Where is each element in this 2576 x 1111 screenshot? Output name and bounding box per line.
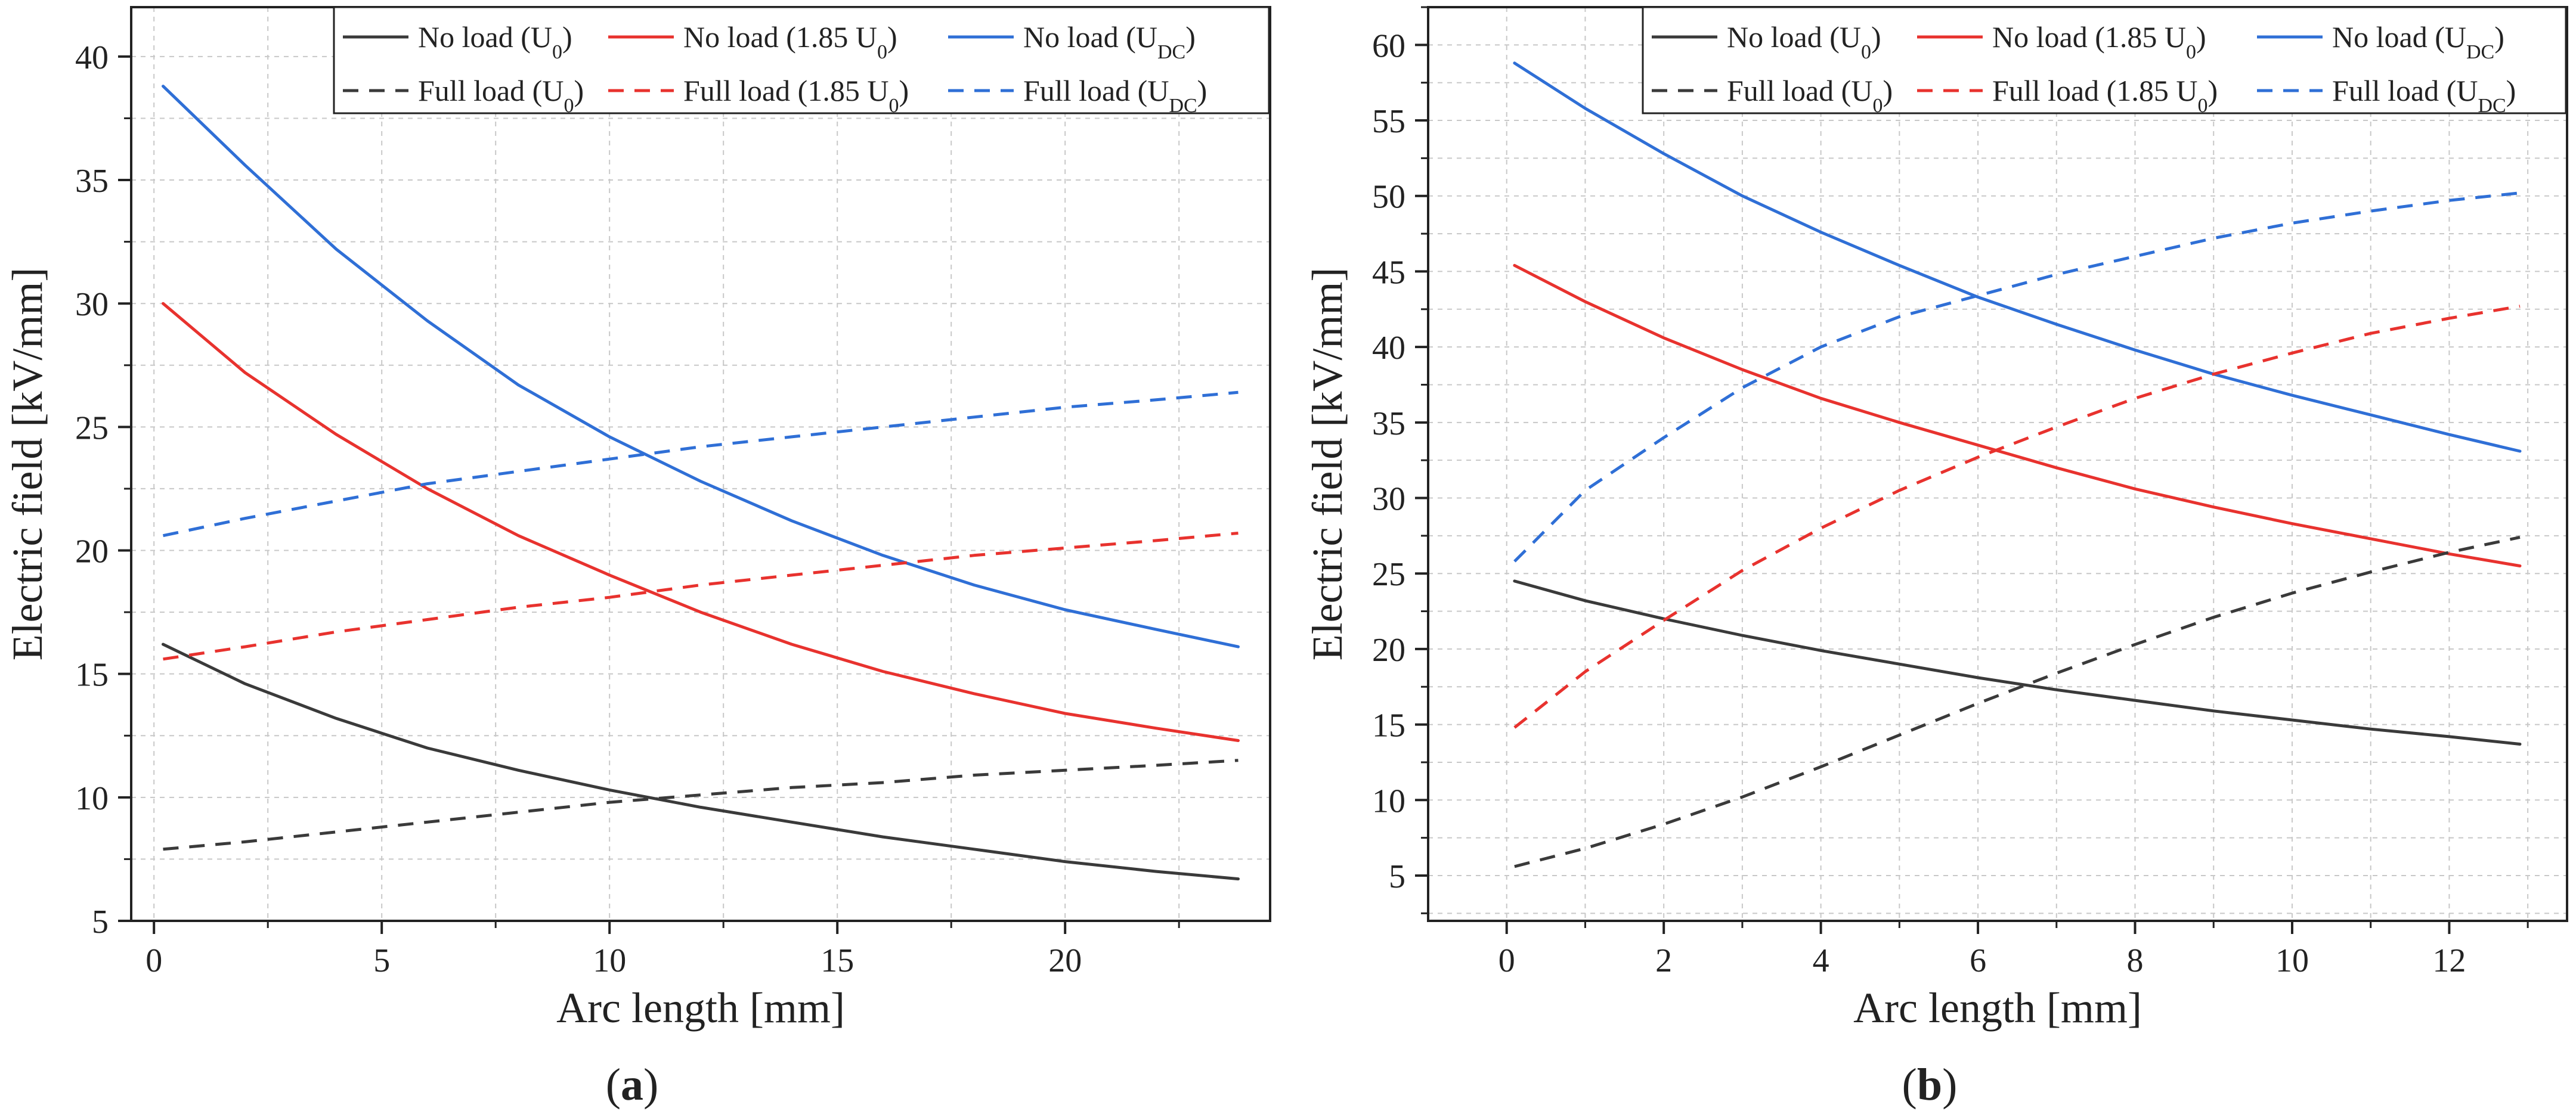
x-tick-label: 6: [1970, 942, 1986, 979]
legend-box: [1642, 6, 2567, 114]
grid: [1428, 7, 2567, 921]
x-tick-label: 5: [373, 942, 390, 979]
legend-label: Full load (UDC): [2332, 74, 2516, 117]
legend-label: No load (UDC): [1023, 20, 1196, 63]
x-tick-label: 15: [821, 942, 854, 979]
series-line: [162, 85, 1240, 648]
y-tick-label: 40: [1372, 330, 1405, 367]
x-tick-label: 20: [1048, 942, 1082, 979]
legend-box: [333, 6, 1270, 114]
y-tick-label: 55: [1372, 103, 1405, 140]
x-tick-label: 10: [593, 942, 626, 979]
panel-label: (b): [1902, 1060, 1958, 1110]
legend-label: No load (1.85 U0): [1992, 20, 2206, 63]
y-tick-label: 40: [75, 39, 109, 76]
x-axis: 0 5 10 15 20: [145, 921, 1180, 979]
y-tick-label: 5: [1389, 858, 1405, 895]
y-tick-label: 30: [1372, 481, 1405, 518]
y-axis: 5 10 15 20 25 30 35 40 45 50 55 60: [1372, 6, 1428, 914]
y-tick-label: 10: [1372, 783, 1405, 820]
series-line: [1513, 191, 2521, 563]
legend-label: No load (UDC): [2332, 20, 2504, 63]
y-tick-label: 50: [1372, 179, 1405, 216]
x-tick-label: 12: [2432, 942, 2466, 979]
x-tick-label: 2: [1655, 942, 1672, 979]
x-tick-label: 8: [2127, 942, 2144, 979]
y-tick-label: 35: [1372, 405, 1405, 442]
y-tick-label: 15: [75, 657, 109, 694]
y-tick-label: 25: [75, 409, 109, 446]
legend-label: Full load (U0): [1727, 74, 1893, 117]
legend-label: No load (U0): [1727, 20, 1881, 63]
y-tick-label: 35: [75, 163, 109, 200]
series-line: [162, 643, 1240, 881]
y-tick-label: 45: [1372, 254, 1405, 291]
panel-label: (a): [606, 1060, 659, 1110]
x-tick-label: 10: [2275, 942, 2309, 979]
y-axis: 5 10 15 20 25 30 35 40: [75, 39, 131, 941]
y-tick-label: 25: [1372, 556, 1405, 593]
y-tick-label: 15: [1372, 707, 1405, 744]
legend-label: Full load (1.85 U0): [1992, 74, 2218, 117]
x-axis: 0 2 4 6 8 10 12: [1498, 921, 2529, 979]
series-group: [162, 85, 1240, 881]
legend-label: No load (U0): [418, 20, 572, 63]
x-tick-label: 4: [1813, 942, 1829, 979]
series-group: [1513, 61, 2522, 868]
y-tick-label: 60: [1372, 27, 1405, 64]
legend-label: Full load (UDC): [1023, 74, 1207, 117]
series-line: [1513, 263, 2522, 567]
series-line: [1513, 305, 2521, 729]
series-line: [163, 759, 1239, 851]
y-axis-title: Electric field [kV/mm]: [4, 268, 51, 661]
legend: No load (U0) No load (1.85 U0) No load (UD…: [1642, 6, 2567, 117]
y-tick-label: 30: [75, 286, 109, 323]
y-tick-label: 20: [1372, 632, 1405, 669]
legend-label: No load (1.85 U0): [683, 20, 897, 63]
y-tick-label: 5: [92, 904, 109, 941]
legend: No load (U0) No load (1.85 U0) No load (UD…: [333, 6, 1270, 117]
x-axis-title: Arc length [mm]: [556, 984, 845, 1032]
x-axis-title: Arc length [mm]: [1853, 984, 2142, 1032]
y-tick-label: 10: [75, 780, 109, 817]
x-tick-label: 0: [145, 942, 162, 979]
series-line: [1513, 579, 2522, 746]
series-line: [1514, 535, 2521, 868]
y-axis-title: Electric field [kV/mm]: [1304, 268, 1351, 661]
panel-b: 0 2 4 6 8 10 12 5 10 15 20 25 30 35 40 45 50 55 60 Arc leng…: [1304, 6, 2568, 1110]
series-line: [162, 302, 1240, 742]
y-tick-label: 20: [75, 533, 109, 570]
series-line: [1513, 61, 2522, 453]
legend-label: Full load (U0): [418, 74, 584, 117]
x-tick-label: 0: [1498, 942, 1515, 979]
legend-label: Full load (1.85 U0): [683, 74, 909, 117]
